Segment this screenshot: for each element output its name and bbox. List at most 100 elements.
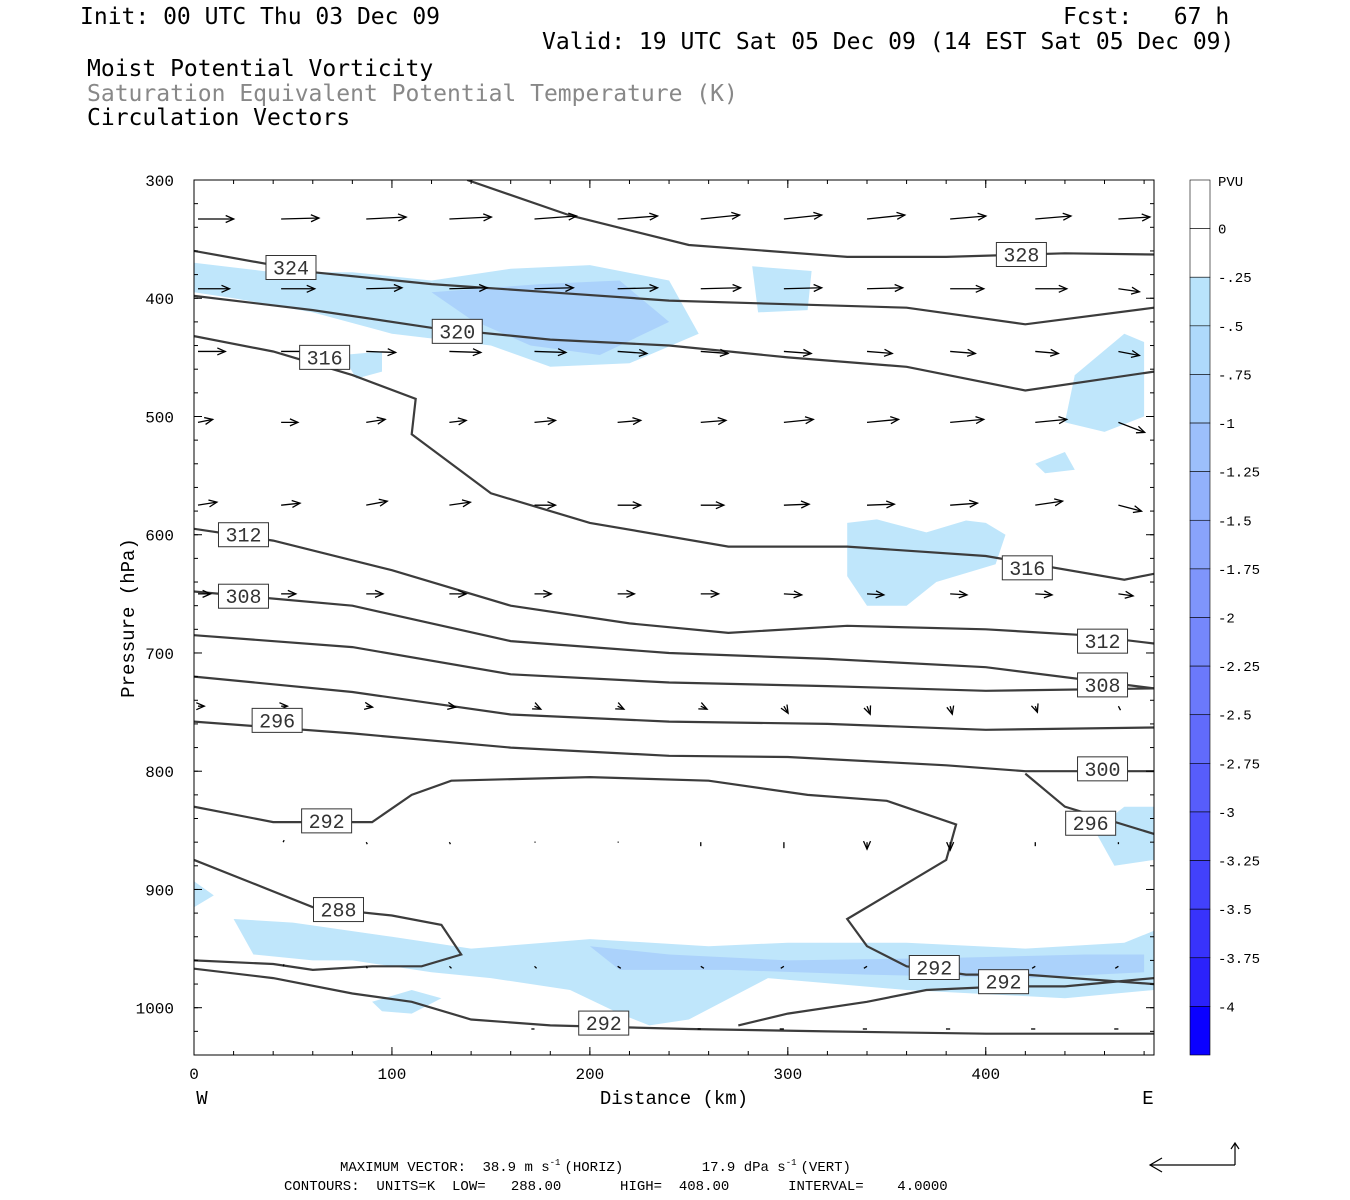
colorbar-tick-label: -1 <box>1218 417 1235 433</box>
circulation-vector <box>282 839 285 843</box>
colorbar-tick-label: -3.25 <box>1218 855 1260 871</box>
circulation-vector <box>366 416 387 425</box>
field-title-vectors: Circulation Vectors <box>87 105 351 131</box>
svg-text:292: 292 <box>986 973 1022 996</box>
contour-info: CONTOURS: UNITS=K LOW= 288.00 HIGH= 408.… <box>284 1179 948 1195</box>
circulation-vector <box>1117 705 1122 711</box>
circulation-vector <box>780 965 785 969</box>
circulation-vector <box>1035 498 1065 507</box>
contour-label-308: 308 <box>217 583 269 610</box>
circulation-vector <box>198 347 227 356</box>
colorbar-swatch <box>1189 179 1211 229</box>
y-tick-label: 1000 <box>136 1001 174 1019</box>
colorbar-title: PVU <box>1218 175 1243 191</box>
y-tick-label: 900 <box>145 882 174 900</box>
circulation-vector <box>1035 348 1060 357</box>
colorbar-swatch <box>1189 325 1211 375</box>
circulation-vector <box>449 283 489 293</box>
circulation-vector <box>783 500 811 509</box>
colorbar-tick-label: -.5 <box>1218 320 1243 336</box>
circulation-vector <box>1035 284 1069 293</box>
pv-region-east-dot <box>1035 452 1075 474</box>
circulation-vector <box>1035 212 1073 221</box>
contour-label-292: 292 <box>908 955 960 982</box>
colorbar-swatch <box>1189 276 1211 327</box>
pv-region-low-band <box>233 919 1154 1026</box>
contour-label-312: 312 <box>1077 628 1129 655</box>
colorbar-tick-label: -3 <box>1218 806 1235 822</box>
circulation-vector <box>950 590 969 599</box>
contour-label-316: 316 <box>299 344 351 371</box>
circulation-vector <box>780 704 789 715</box>
y-tick-label: 800 <box>145 764 174 782</box>
circulation-vector <box>365 841 368 845</box>
colorbar-swatch <box>1189 811 1211 861</box>
circulation-vector <box>617 212 660 221</box>
theta-contour-308 <box>194 634 1154 692</box>
theta-contour-324 <box>194 249 1154 326</box>
field-title-pv: Moist Potential Vorticity <box>87 56 434 82</box>
svg-text:316: 316 <box>1009 559 1045 582</box>
x-tick-label: 300 <box>773 1066 802 1084</box>
circulation-vector <box>866 590 886 599</box>
theta-contour-320 <box>194 294 1154 392</box>
contour-label-320: 320 <box>431 318 483 345</box>
theta-contour-292 <box>194 967 1154 1035</box>
colorbar-tick-label: -2.5 <box>1218 709 1252 725</box>
theta-contour-292 <box>738 977 1154 1027</box>
circulation-vector <box>1118 590 1135 599</box>
circulation-vector <box>617 965 622 969</box>
circulation-vector <box>1031 965 1036 969</box>
svg-text:292: 292 <box>309 812 345 835</box>
circulation-vector <box>197 416 215 425</box>
y-tick-label: 600 <box>145 528 174 546</box>
circulation-vector <box>534 283 575 293</box>
colorbar-tick-label: -1.5 <box>1218 514 1252 530</box>
colorbar-swatch <box>1189 1006 1211 1056</box>
circulation-vector <box>863 705 872 716</box>
circulation-vector <box>196 702 206 711</box>
circulation-vector <box>700 589 721 598</box>
colorbar-swatch <box>1189 714 1211 764</box>
contour-label-288: 288 <box>312 897 364 924</box>
circulation-vector <box>198 589 213 598</box>
x-axis-title: Distance (km) <box>600 1088 748 1110</box>
y-tick-label: 500 <box>145 409 174 427</box>
contour-label-292: 292 <box>578 1010 630 1037</box>
y-tick-label: 400 <box>145 291 174 309</box>
colorbar-swatch <box>1189 519 1211 570</box>
circulation-vector <box>197 499 219 508</box>
y-tick-label: 700 <box>145 646 174 664</box>
circulation-vector <box>700 416 728 426</box>
circulation-vector <box>700 283 743 293</box>
circulation-vector <box>866 348 894 357</box>
circulation-vector <box>1118 504 1144 514</box>
theta-contour-312 <box>194 527 1154 645</box>
circulation-vector <box>366 283 404 293</box>
circulation-vector <box>950 348 977 357</box>
circulation-vector <box>862 840 872 851</box>
theta-contour-308 <box>194 590 1154 690</box>
circulation-vector <box>282 964 285 967</box>
circulation-vector <box>534 965 538 969</box>
circulation-vector <box>366 213 408 222</box>
circulation-vector <box>867 283 905 293</box>
colorbar-swatch <box>1189 908 1211 959</box>
circulation-vector <box>281 418 300 427</box>
pv-region-upper-small-2 <box>342 351 382 379</box>
contour-labels: 328 324 320 316 316 312 312 308 308 296 300 296 292 2… <box>217 241 1129 1037</box>
reference-vector-icon <box>1148 1141 1240 1173</box>
circulation-vector <box>366 498 389 507</box>
contour-label-312: 312 <box>217 522 269 549</box>
colorbar-tick-label: -1.75 <box>1218 563 1260 579</box>
svg-text:328: 328 <box>1003 245 1039 268</box>
theta-contour-296 <box>194 675 1154 731</box>
init-time: Init: 00 UTC Thu 03 Dec 09 <box>80 4 441 30</box>
svg-text:296: 296 <box>259 711 295 734</box>
svg-text:308: 308 <box>1085 676 1121 699</box>
field-title-theta: Saturation Equivalent Potential Temperat… <box>87 81 738 107</box>
circulation-vector <box>281 214 321 223</box>
theta-contour-296 <box>1024 772 1154 835</box>
colorbar-tick-label: 0 <box>1218 223 1226 239</box>
pv-region-west-low <box>194 881 214 908</box>
